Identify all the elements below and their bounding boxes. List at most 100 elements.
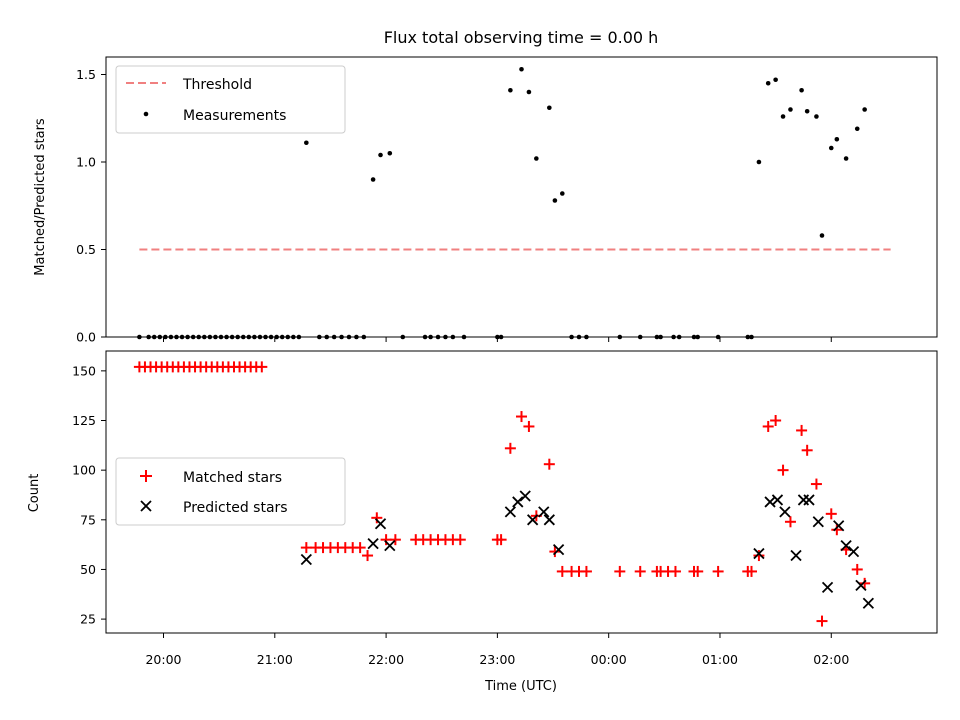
bottom-y-axis: 25 50 75 100 125 150 <box>72 363 106 627</box>
bottom-panel: 25 50 75 100 125 150 20:00 21:00 22:00 23:00 00:0… <box>27 350 938 694</box>
predicted-star-mark-b <box>862 597 875 609</box>
measurement-point <box>804 108 810 114</box>
predicted-star-mark-b <box>764 496 776 508</box>
measurement-point <box>519 66 524 72</box>
predicted-star-mark-b <box>519 490 531 502</box>
bottom-x-tick-label: 01:00 <box>702 652 738 667</box>
predicted-star-mark-b <box>552 543 565 556</box>
bottom-x-tick-label: 21:00 <box>257 652 293 667</box>
matched-star-point <box>362 550 374 562</box>
matched-star-point <box>380 534 392 546</box>
x-axis-label: Time (UTC) <box>484 679 557 694</box>
predicted-star-mark-b <box>384 539 396 552</box>
measurement-point <box>526 89 532 95</box>
matched-star-point <box>454 534 466 546</box>
matched-star-point <box>746 565 758 577</box>
matched-star-point <box>300 542 312 554</box>
top-y-tick-label: 1.5 <box>76 67 96 82</box>
predicted-star-point <box>790 549 802 562</box>
matched-star-point <box>816 615 828 627</box>
predicted-star-mark-b <box>543 514 555 526</box>
measurement-point <box>552 198 558 203</box>
predicted-star-mark-b <box>300 553 312 566</box>
measurement-point <box>304 140 309 146</box>
matched-star-point <box>516 411 527 423</box>
predicted-star-point <box>512 496 524 508</box>
matched-star-point <box>770 415 782 427</box>
predicted-star-point <box>538 506 550 518</box>
top-y-axis: 0.0 0.5 1.0 1.5 <box>76 67 106 345</box>
measurement-point <box>854 126 860 132</box>
matched-star-point <box>371 512 383 524</box>
matched-star-point <box>777 464 789 476</box>
predicted-star-point <box>300 553 312 566</box>
predicted-star-mark-b <box>512 496 524 508</box>
top-legend: Threshold Measurements <box>115 65 346 134</box>
matched-star-point <box>831 524 843 536</box>
matched-star-point <box>669 565 681 577</box>
predicted-star-point <box>803 494 815 506</box>
bottom-legend: Matched stars Predicted stars <box>115 457 346 526</box>
measurement-point <box>834 136 840 142</box>
predicted-star-point <box>840 539 852 552</box>
predicted-star-mark-b <box>790 549 802 562</box>
matched-star-point <box>523 420 535 432</box>
matched-star-point <box>634 565 646 577</box>
measurement-point <box>765 80 771 86</box>
matched-star-point <box>753 550 765 562</box>
predicted-star-mark-b <box>833 520 845 532</box>
matched-star-point <box>851 563 863 575</box>
top-y-tick-label: 1.0 <box>76 155 96 170</box>
bottom-x-tick-label: 23:00 <box>479 652 515 667</box>
matched-star-point <box>712 565 724 577</box>
legend-measurements-label: Measurements <box>183 108 286 124</box>
matched-star-point <box>543 458 555 470</box>
predicted-star-point <box>367 537 379 550</box>
predicted-star-mark-b <box>855 579 867 591</box>
measurement-point <box>547 105 552 111</box>
predicted-star-point <box>779 506 791 518</box>
bottom-y-tick-label: 75 <box>80 512 96 527</box>
top-legend-box <box>115 65 346 134</box>
predicted-star-point <box>526 514 539 526</box>
measurement-point <box>819 233 825 238</box>
bottom-y-tick-label: 125 <box>72 413 96 428</box>
matched-star-point <box>389 534 401 546</box>
predicted-star-point <box>833 520 845 532</box>
measurement-point <box>788 107 793 112</box>
top-y-axis-label: Matched/Predicted stars <box>33 118 48 276</box>
bottom-x-axis: 20:00 21:00 22:00 23:00 00:00 01:00 02:00 <box>145 633 849 667</box>
measurement-point <box>756 159 762 165</box>
bottom-x-tick-label: 02:00 <box>813 652 849 667</box>
predicted-star-mark-b <box>847 545 860 558</box>
predicted-star-point <box>753 547 765 560</box>
matched-star-point <box>810 478 822 490</box>
matched-star-point <box>580 565 592 577</box>
predicted-star-mark-b <box>374 518 387 530</box>
predicted-star-point <box>855 579 867 591</box>
matched-star-point <box>692 565 704 577</box>
matched-star-point <box>801 444 813 456</box>
matched-star-point <box>256 361 268 373</box>
measurement-point <box>508 87 513 93</box>
matched-star-point <box>825 508 837 520</box>
predicted-legend-swatch <box>140 500 152 512</box>
predicted-star-mark-b <box>538 506 550 518</box>
measurement-point <box>843 156 849 161</box>
top-y-tick-label: 0.0 <box>76 330 96 345</box>
bottom-axes-frame <box>105 350 938 634</box>
measurement-point <box>814 114 819 119</box>
predicted-star-mark-b <box>821 581 834 593</box>
predicted-star-mark-b <box>367 537 379 550</box>
bottom-y-tick-label: 100 <box>72 463 96 478</box>
matched-star-point <box>762 420 774 432</box>
matched-star-point <box>549 546 561 558</box>
measurement-point <box>773 77 778 83</box>
measurement-point <box>862 107 867 112</box>
bottom-y-tick-label: 50 <box>80 562 96 577</box>
bottom-plot-area <box>133 361 875 627</box>
predicted-star-point <box>552 543 565 556</box>
matched-star-point <box>504 442 516 454</box>
predicted-star-mark-b <box>779 506 791 518</box>
